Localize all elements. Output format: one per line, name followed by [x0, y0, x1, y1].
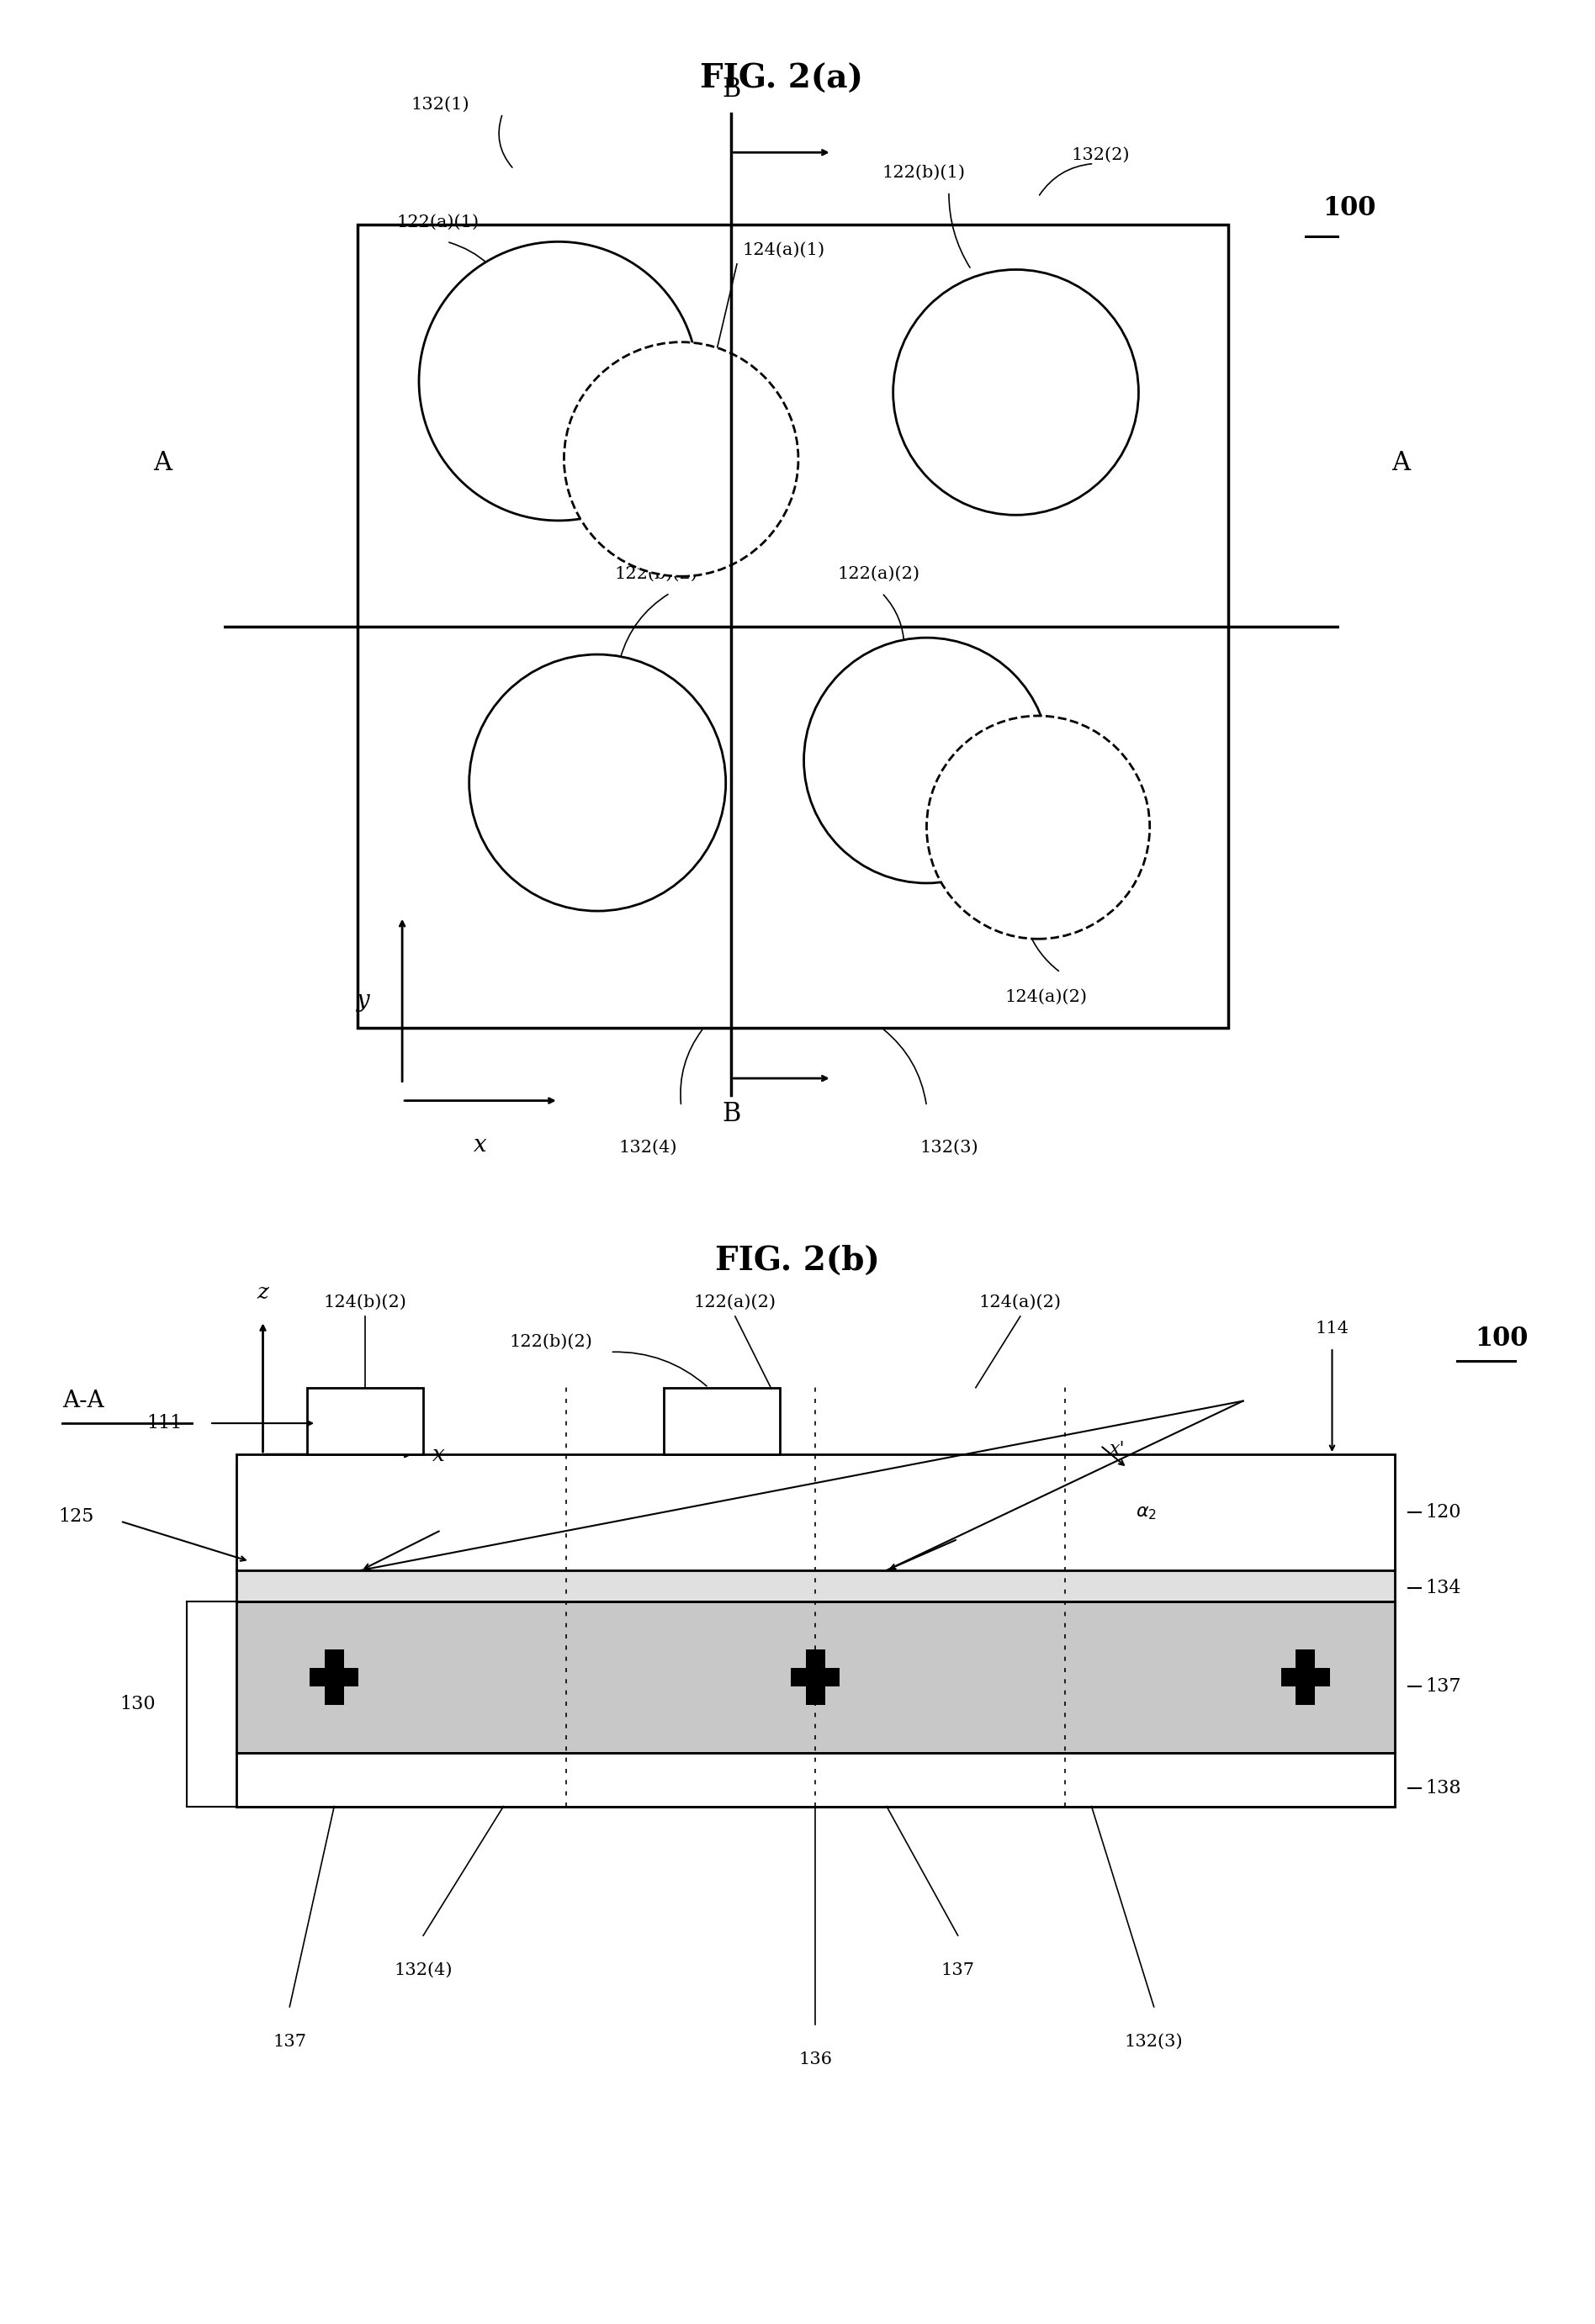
Text: 132(4): 132(4)	[619, 1139, 676, 1155]
Bar	[1295, 1650, 1316, 1706]
Bar	[236, 1752, 1394, 1806]
Text: FIG. 2(b): FIG. 2(b)	[715, 1246, 880, 1278]
Circle shape	[469, 655, 726, 911]
Text: 111: 111	[147, 1413, 183, 1432]
Text: B: B	[723, 77, 740, 102]
Text: x': x'	[1050, 795, 1064, 811]
Bar	[236, 1455, 1394, 1571]
Text: 132(1): 132(1)	[410, 98, 469, 112]
Bar	[236, 1571, 1394, 1601]
Bar	[791, 1669, 841, 1687]
Text: 132(2): 132(2)	[1072, 146, 1131, 163]
Text: 134: 134	[1426, 1578, 1461, 1597]
Text: B: B	[723, 1102, 740, 1127]
Bar	[308, 1387, 423, 1455]
Text: z: z	[257, 1283, 268, 1304]
Bar	[1281, 1669, 1330, 1687]
Text: 100: 100	[1475, 1325, 1528, 1353]
Bar	[324, 1650, 345, 1706]
Text: $\alpha_2$: $\alpha_2$	[1136, 1504, 1156, 1522]
Circle shape	[893, 270, 1139, 516]
Text: FIG. 2(a): FIG. 2(a)	[700, 63, 863, 95]
Text: y: y	[356, 990, 368, 1011]
Text: 132(4): 132(4)	[394, 1961, 453, 1978]
Text: 138: 138	[1426, 1780, 1461, 1799]
Bar	[357, 225, 1228, 1027]
Text: 122(a)(2): 122(a)(2)	[837, 567, 920, 581]
Circle shape	[804, 637, 1050, 883]
Text: 130: 130	[120, 1694, 156, 1713]
Text: A-A: A-A	[62, 1390, 104, 1413]
Text: y': y'	[694, 418, 710, 435]
Text: 132(3): 132(3)	[1124, 2034, 1183, 2050]
Bar	[664, 1387, 780, 1455]
Text: A: A	[153, 451, 172, 476]
Bar	[236, 1601, 1394, 1752]
Text: 124(a)(2): 124(a)(2)	[1005, 990, 1088, 1004]
Text: 124(a)(2): 124(a)(2)	[979, 1294, 1061, 1311]
Text: 137: 137	[1426, 1678, 1461, 1694]
Circle shape	[419, 242, 699, 521]
Text: 122(b)(1): 122(b)(1)	[882, 165, 965, 181]
Text: 114: 114	[1316, 1320, 1349, 1336]
Text: 122(b)(2): 122(b)(2)	[509, 1334, 593, 1350]
Text: x': x'	[1110, 1441, 1124, 1459]
Bar	[805, 1650, 825, 1706]
Text: 136: 136	[799, 2052, 833, 2068]
Text: 124(a)(1): 124(a)(1)	[743, 242, 825, 258]
Text: 137: 137	[273, 2034, 306, 2050]
Text: 122(a)(1): 122(a)(1)	[397, 214, 478, 230]
Text: 137: 137	[941, 1961, 975, 1978]
Text: 122(a)(2): 122(a)(2)	[694, 1294, 777, 1311]
Circle shape	[565, 342, 798, 576]
Circle shape	[927, 716, 1150, 939]
Text: 100: 100	[1322, 195, 1376, 221]
Text: 122(b)(2): 122(b)(2)	[614, 567, 697, 581]
Text: 124(b)(2): 124(b)(2)	[324, 1294, 407, 1311]
Text: x: x	[432, 1443, 445, 1464]
Text: A: A	[1391, 451, 1410, 476]
Text: x: x	[474, 1134, 486, 1157]
Text: 120: 120	[1426, 1504, 1461, 1522]
Text: 132(3): 132(3)	[920, 1139, 978, 1155]
Text: 125: 125	[57, 1508, 94, 1527]
Bar	[309, 1669, 359, 1687]
